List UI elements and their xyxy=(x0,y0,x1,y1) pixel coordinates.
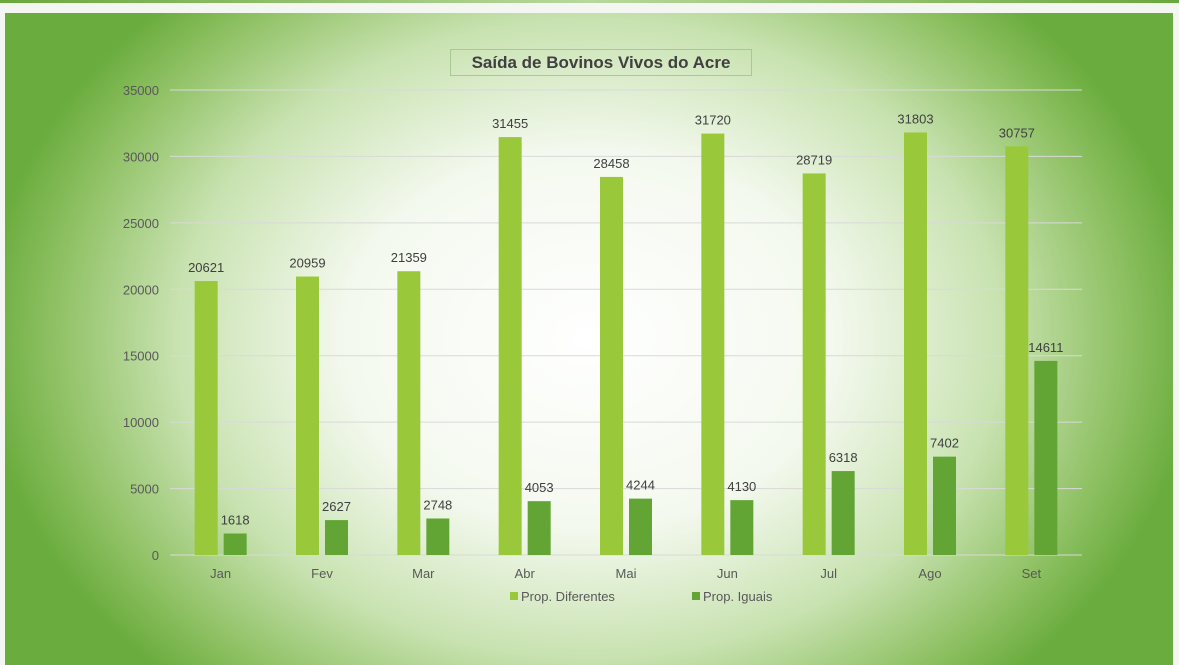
data-label: 31455 xyxy=(492,116,528,131)
legend-swatch xyxy=(510,592,518,600)
chart-title: Saída de Bovinos Vivos do Acre xyxy=(450,49,752,76)
data-label: 2748 xyxy=(423,497,452,512)
bar-prop-diferentes xyxy=(904,132,927,555)
x-tick-label: Set xyxy=(1022,566,1042,581)
x-tick-label: Mai xyxy=(616,566,637,581)
y-tick-label: 5000 xyxy=(130,482,159,497)
data-label: 28458 xyxy=(593,156,629,171)
bar-prop-iguais xyxy=(831,471,855,555)
top-border xyxy=(0,0,1179,3)
y-tick-label: 35000 xyxy=(123,83,159,98)
data-label: 20621 xyxy=(188,260,224,275)
bar-prop-iguais xyxy=(223,533,247,555)
data-label: 30757 xyxy=(999,125,1035,140)
data-label: 28719 xyxy=(796,152,832,167)
bar-prop-iguais xyxy=(730,500,754,555)
bar-prop-diferentes xyxy=(397,271,421,555)
y-tick-label: 20000 xyxy=(123,282,159,297)
bar-prop-diferentes xyxy=(1005,146,1029,556)
data-label: 7402 xyxy=(930,436,959,451)
x-tick-label: Jul xyxy=(820,566,837,581)
x-tick-label: Fev xyxy=(311,566,333,581)
bar-prop-iguais xyxy=(426,518,450,555)
legend-swatch xyxy=(692,592,700,600)
data-label: 6318 xyxy=(829,450,858,465)
x-tick-label: Jan xyxy=(210,566,231,581)
bar-prop-diferentes xyxy=(701,133,725,555)
x-tick-label: Mar xyxy=(412,566,435,581)
bar-prop-iguais xyxy=(629,498,652,555)
legend-label: Prop. Diferentes xyxy=(521,589,615,604)
bar-prop-diferentes xyxy=(600,176,623,555)
legend-label: Prop. Iguais xyxy=(703,589,773,604)
x-tick-label: Ago xyxy=(918,566,941,581)
bar-prop-diferentes xyxy=(498,137,522,556)
data-label: 31720 xyxy=(695,113,731,128)
bar-prop-diferentes xyxy=(802,173,826,555)
data-label: 2627 xyxy=(322,499,351,514)
bar-prop-iguais xyxy=(1034,360,1058,555)
data-label: 4053 xyxy=(525,480,554,495)
bar-prop-iguais xyxy=(527,501,551,555)
bar-prop-iguais xyxy=(325,520,348,555)
y-tick-label: 30000 xyxy=(123,149,159,164)
data-label: 20959 xyxy=(289,256,325,271)
data-label: 4130 xyxy=(727,479,756,494)
data-label: 31803 xyxy=(897,111,933,126)
bar-prop-diferentes xyxy=(296,276,319,555)
data-label: 4244 xyxy=(626,478,655,493)
y-tick-label: 10000 xyxy=(123,415,159,430)
y-tick-label: 15000 xyxy=(123,349,159,364)
y-tick-label: 0 xyxy=(152,548,159,563)
x-tick-label: Abr xyxy=(515,566,536,581)
bar-prop-diferentes xyxy=(194,281,218,555)
data-label: 14611 xyxy=(1028,340,1063,355)
data-label: 1618 xyxy=(221,513,250,528)
x-tick-label: Jun xyxy=(717,566,738,581)
data-label: 21359 xyxy=(391,250,427,265)
bar-prop-iguais xyxy=(933,456,956,555)
y-tick-label: 25000 xyxy=(123,216,159,231)
